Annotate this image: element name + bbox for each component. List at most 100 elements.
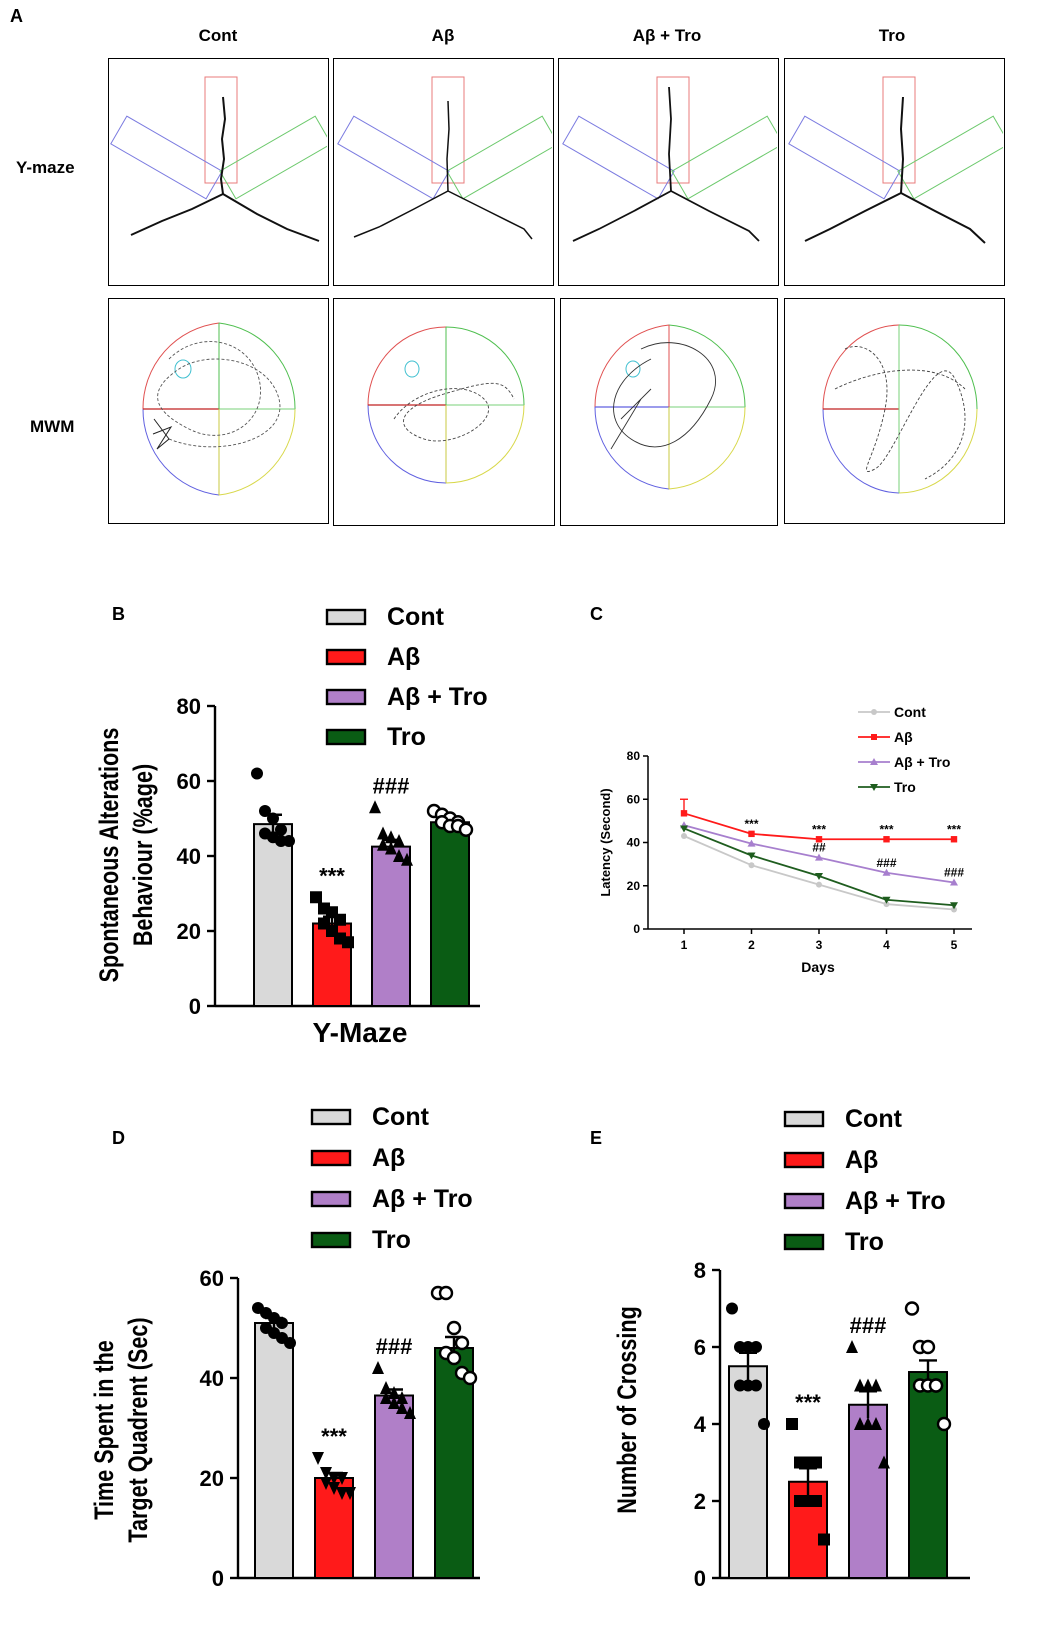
significance-label: *** <box>744 817 758 831</box>
data-point <box>950 902 958 910</box>
data-point <box>438 1285 454 1301</box>
column-header-tro: Tro <box>878 26 906 45</box>
data-point <box>816 881 822 888</box>
legend-swatch <box>325 648 367 666</box>
data-point <box>310 891 322 904</box>
mwm-diagram <box>822 324 978 494</box>
data-point <box>883 901 890 908</box>
data-point <box>446 1350 462 1366</box>
legend-label: Aβ + Tro <box>894 754 950 770</box>
legend-label: Tro <box>845 1228 884 1256</box>
legend-label: Cont <box>372 1103 430 1131</box>
data-point <box>320 1477 332 1490</box>
data-point <box>854 1378 866 1392</box>
y-tick-label: 20 <box>200 1466 224 1491</box>
y-tick-label: 60 <box>177 769 201 794</box>
significance-label: ### <box>373 773 410 798</box>
legend-marker <box>870 758 878 765</box>
data-point <box>747 852 756 860</box>
ymaze-track-abeta <box>333 58 559 286</box>
data-point <box>312 1452 324 1465</box>
data-point <box>267 812 279 825</box>
data-point <box>950 878 958 886</box>
data-point <box>882 868 891 876</box>
data-point <box>380 1381 392 1394</box>
data-point <box>396 1391 408 1404</box>
data-point <box>920 1339 936 1355</box>
y-tick-label: 60 <box>200 1266 224 1291</box>
ymaze-diagram <box>337 76 559 240</box>
bar <box>848 1403 888 1579</box>
significance-label: ### <box>876 856 896 870</box>
data-point <box>810 1495 822 1507</box>
data-point <box>388 1396 400 1409</box>
bar <box>314 1477 354 1579</box>
legend-marker <box>871 734 877 740</box>
panel-letter-c: C <box>590 604 603 624</box>
data-point <box>369 800 381 814</box>
data-point <box>726 1302 738 1315</box>
legend-swatch <box>310 1231 352 1249</box>
chart-b-ymaze: Cont Aβ Aβ + Tro Tro 0 20 40 60 80 Spontaneous Al… <box>95 603 488 1048</box>
column-header-abeta: Aβ <box>431 26 455 45</box>
data-point <box>404 1406 416 1419</box>
data-point <box>385 841 397 855</box>
legend-label: Aβ + Tro <box>845 1187 946 1215</box>
y-axis-label-line: Time Spent in the <box>90 1340 120 1520</box>
data-point <box>251 767 263 780</box>
row-label-y-maze: Y-maze <box>16 158 75 177</box>
data-point <box>786 1418 798 1430</box>
mwm-diagram <box>367 326 525 484</box>
y-tick-label: 20 <box>177 919 201 944</box>
data-point <box>870 1417 882 1430</box>
data-point <box>284 1337 296 1349</box>
data-point <box>815 873 823 881</box>
data-point <box>854 1417 866 1430</box>
panel-letter-a: A <box>10 6 23 26</box>
mwm-track-abeta <box>333 298 555 526</box>
significance-label: *** <box>321 1424 347 1449</box>
x-axis-label: Days <box>801 959 835 975</box>
bar <box>374 1394 414 1579</box>
data-point <box>342 936 354 949</box>
data-point <box>275 823 287 836</box>
significance-label: *** <box>879 822 893 836</box>
x-tick-label: 1 <box>681 938 688 952</box>
legend-swatch <box>310 1190 352 1208</box>
y-axis-label-line: Behaviour (%age) <box>129 764 159 946</box>
column-header-abeta-tro: Aβ + Tro <box>632 26 702 45</box>
x-tick-label: 5 <box>951 938 958 952</box>
y-tick-label: 0 <box>189 994 201 1019</box>
legend-swatch <box>783 1110 825 1128</box>
data-point <box>393 834 405 847</box>
data-point <box>904 1301 920 1316</box>
ymaze-diagram <box>562 76 784 242</box>
significance-label: *** <box>319 863 345 888</box>
data-point <box>372 1361 384 1374</box>
significance-label: ### <box>944 866 964 880</box>
legend-label: Cont <box>845 1105 903 1133</box>
data-point <box>328 1472 340 1485</box>
data-point <box>862 1378 874 1392</box>
legend-swatch <box>325 608 367 626</box>
y-axis-label: Number of Crossing <box>613 1306 643 1514</box>
y-tick-label: 80 <box>177 694 201 719</box>
mwm-track-tro <box>784 298 1005 524</box>
significance-label: ### <box>850 1313 887 1338</box>
data-point <box>401 852 413 866</box>
data-point <box>846 1340 858 1353</box>
y-axis-label: Latency (Second) <box>598 788 613 896</box>
mwm-track-abeta-tro <box>560 298 778 526</box>
legend-label: Aβ <box>387 643 420 671</box>
data-point <box>259 805 271 817</box>
data-point <box>388 1386 400 1399</box>
x-axis-label: Y-Maze <box>313 1017 408 1048</box>
y-tick-label: 4 <box>694 1412 707 1437</box>
data-point <box>748 830 755 838</box>
legend-label: Cont <box>894 704 926 720</box>
data-point <box>815 836 823 843</box>
x-tick-label: 4 <box>883 938 890 952</box>
ymaze-diagram <box>110 76 332 242</box>
legend-label: Aβ <box>845 1146 878 1174</box>
data-point <box>446 1320 462 1336</box>
